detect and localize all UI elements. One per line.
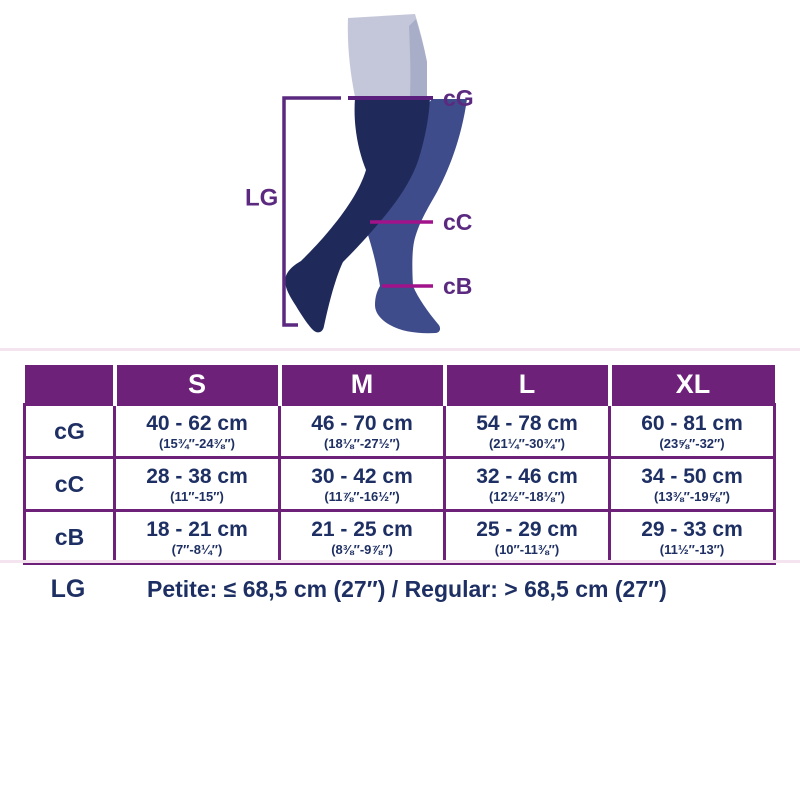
cell-value-inches: (23⅝″-32″): [659, 435, 725, 451]
cell-value-inches: (10″-11⅜″): [494, 541, 560, 557]
cell-cb-m: 21 - 25 cm (8⅜″-9⅞″): [278, 509, 446, 565]
cell-value-inches: (11½″-13″): [659, 541, 725, 557]
back-leg-shape: [363, 99, 467, 334]
cell-value-cm: 60 - 81 cm: [641, 411, 743, 435]
cell-cg-xl: 60 - 81 cm (23⅝″-32″): [608, 403, 776, 459]
cb-label: cB: [443, 273, 472, 299]
column-header-xl: XL: [607, 365, 775, 405]
lg-row-label: LG: [50, 575, 86, 603]
cell-value-inches: (15¾″-24⅜″): [158, 435, 236, 451]
lg-label: LG: [245, 185, 278, 212]
cell-cg-s: 40 - 62 cm (15¾″-24⅜″): [113, 403, 281, 459]
cell-cb-s: 18 - 21 cm (7″-8¼″): [113, 509, 281, 565]
cell-value-inches: (11″-15″): [170, 488, 224, 504]
cell-value-inches: (18⅛″-27½″): [323, 435, 401, 451]
cell-value-inches: (7″-8¼″): [171, 541, 223, 557]
table-row-cg: cG 40 - 62 cm (15¾″-24⅜″) 46 - 70 cm (18…: [23, 403, 776, 459]
column-header-l: L: [442, 365, 610, 405]
table-row-cb: cB 18 - 21 cm (7″-8¼″) 21 - 25 cm (8⅜″-9…: [23, 509, 776, 565]
section-divider-bottom: [0, 560, 800, 563]
cell-cc-s: 28 - 38 cm (11″-15″): [113, 456, 281, 512]
lg-length-bracket: [282, 96, 341, 327]
table-corner-cell: [24, 365, 115, 405]
leg-length-row: LG Petite: ≤ 68,5 cm (27″) / Regular: > …: [23, 574, 775, 604]
cell-cc-l: 32 - 46 cm (12½″-18⅛″): [443, 456, 611, 512]
cell-value-inches: (12½″-18⅛″): [488, 488, 566, 504]
leg-measurement-diagram: cG cC cB LG: [245, 14, 474, 334]
table-row-cc: cC 28 - 38 cm (11″-15″) 30 - 42 cm (11⅞″…: [23, 456, 776, 512]
cc-label: cC: [443, 209, 472, 235]
cell-cb-l: 25 - 29 cm (10″-11⅜″): [443, 509, 611, 565]
cell-value-cm: 30 - 42 cm: [311, 464, 413, 488]
cell-value-inches: (11⅞″-16½″): [324, 488, 400, 504]
cell-value-inches: (8⅜″-9⅞″): [331, 541, 393, 557]
column-header-s: S: [112, 365, 280, 405]
cell-cg-m: 46 - 70 cm (18⅛″-27½″): [278, 403, 446, 459]
size-table-header-row: S M L XL: [24, 365, 775, 405]
cell-value-cm: 34 - 50 cm: [641, 464, 743, 488]
cell-value-cm: 25 - 29 cm: [476, 517, 578, 541]
cell-value-cm: 32 - 46 cm: [476, 464, 578, 488]
cell-value-cm: 21 - 25 cm: [311, 517, 413, 541]
section-divider-top: [0, 348, 800, 351]
size-table: S M L XL cG 40 - 62 cm (15¾″-24⅜″) 46 - …: [23, 365, 776, 565]
column-header-m: M: [277, 365, 445, 405]
upper-thigh-shadow-shape: [409, 19, 427, 97]
leg-length-note-text: Petite: ≤ 68,5 cm (27″) / Regular: > 68,…: [147, 576, 667, 602]
front-leg-shape: [285, 98, 430, 333]
cell-value-inches: (21¼″-30¾″): [488, 435, 566, 451]
cell-value-cm: 54 - 78 cm: [476, 411, 578, 435]
cell-value-cm: 29 - 33 cm: [641, 517, 743, 541]
cell-value-cm: 18 - 21 cm: [146, 517, 248, 541]
row-label-cc: cC: [23, 456, 116, 512]
upper-thigh-shape: [347, 14, 427, 97]
row-label-cb: cB: [23, 509, 116, 565]
cell-value-cm: 28 - 38 cm: [146, 464, 248, 488]
cell-value-cm: 46 - 70 cm: [311, 411, 413, 435]
cell-cb-xl: 29 - 33 cm (11½″-13″): [608, 509, 776, 565]
cell-cg-l: 54 - 78 cm (21¼″-30¾″): [443, 403, 611, 459]
cell-value-cm: 40 - 62 cm: [146, 411, 248, 435]
cell-cc-xl: 34 - 50 cm (13⅜″-19⅝″): [608, 456, 776, 512]
row-label-cg: cG: [23, 403, 116, 459]
cg-label: cG: [443, 85, 474, 111]
cell-cc-m: 30 - 42 cm (11⅞″-16½″): [278, 456, 446, 512]
cell-value-inches: (13⅜″-19⅝″): [653, 488, 731, 504]
